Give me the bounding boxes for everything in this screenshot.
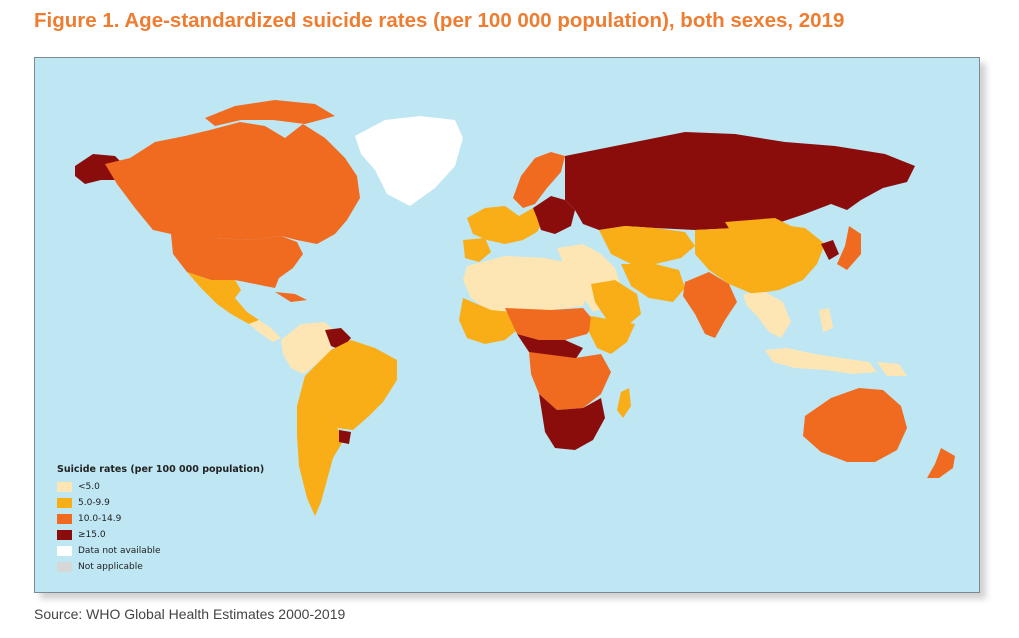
legend-label: 5.0-9.9: [78, 498, 110, 508]
world-map: Suicide rates (per 100 000 population) <…: [34, 57, 980, 593]
region-scandinavia: [513, 152, 565, 208]
region-west-africa: [459, 298, 517, 344]
legend-item-15-plus: ≥15.0: [57, 527, 264, 543]
legend-swatch: [57, 530, 72, 540]
region-arabia: [591, 280, 641, 326]
region-brazil: [305, 340, 397, 430]
legend-label: ≥15.0: [78, 530, 106, 540]
region-sahel: [505, 308, 595, 340]
region-cuba: [275, 292, 307, 302]
region-philippines: [819, 308, 833, 332]
region-madagascar: [617, 388, 631, 418]
legend-swatch: [57, 514, 72, 524]
region-north-africa: [463, 256, 591, 312]
region-central-america: [249, 320, 281, 342]
region-usa: [171, 234, 303, 288]
region-southern-africa: [539, 394, 605, 450]
region-japan: [837, 226, 861, 270]
region-russia: [565, 132, 915, 230]
region-europe-west: [467, 206, 545, 244]
region-central-africa: [517, 334, 583, 360]
world-map-svg: [75, 100, 955, 516]
legend-swatch: [57, 562, 72, 572]
region-eastern-europe: [533, 196, 575, 234]
source-note: Source: WHO Global Health Estimates 2000…: [34, 606, 346, 622]
legend-item-under-5: <5.0: [57, 479, 264, 495]
region-china: [695, 224, 825, 294]
region-mexico: [187, 272, 259, 324]
legend-swatch: [57, 546, 72, 556]
region-new-zealand: [927, 448, 955, 478]
region-canada: [105, 122, 360, 244]
region-mongolia: [725, 218, 795, 238]
region-east-central-africa: [529, 352, 611, 410]
region-greenland: [355, 116, 463, 206]
region-australia: [803, 388, 907, 462]
region-horn-africa: [589, 316, 635, 354]
legend-item-not-available: Data not available: [57, 543, 264, 559]
figure-title: Figure 1. Age-standardized suicide rates…: [34, 9, 845, 32]
region-indonesia: [765, 348, 877, 374]
region-southeast-asia: [743, 292, 791, 338]
region-central-asia: [599, 226, 695, 264]
region-uruguay: [339, 430, 351, 444]
legend-item-5-to-9-9: 5.0-9.9: [57, 495, 264, 511]
region-india: [683, 272, 737, 338]
legend-item-10-to-14-9: 10.0-14.9: [57, 511, 264, 527]
legend-swatch: [57, 498, 72, 508]
legend-label: Data not available: [78, 546, 161, 556]
region-south-west-asia: [621, 264, 685, 302]
region-korea: [821, 240, 839, 260]
legend-label: <5.0: [78, 482, 100, 492]
region-arctic-islands: [205, 100, 335, 126]
legend-label: 10.0-14.9: [78, 514, 122, 524]
region-png: [877, 362, 907, 376]
region-south-america-north: [281, 322, 335, 374]
legend-label: Not applicable: [78, 562, 143, 572]
region-iberia: [463, 238, 491, 262]
region-southern-cone: [297, 376, 345, 516]
legend-swatch: [57, 482, 72, 492]
legend-title: Suicide rates (per 100 000 population): [57, 464, 265, 475]
map-legend: Suicide rates (per 100 000 population) <…: [57, 464, 264, 575]
legend-item-not-applicable: Not applicable: [57, 559, 264, 575]
